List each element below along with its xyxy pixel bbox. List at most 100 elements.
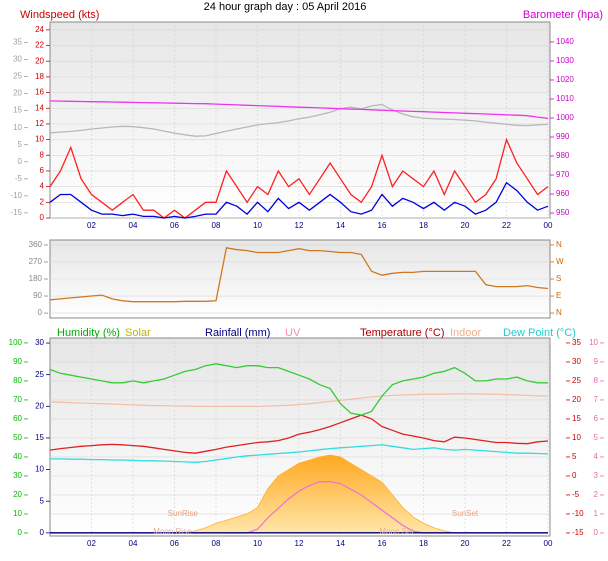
y2-tick-label: 1000 <box>556 113 574 122</box>
legend-entry: Temperature (°C) <box>360 327 444 339</box>
y2-tick-label: E <box>556 291 561 300</box>
y3-tick-label: -15 <box>10 208 22 217</box>
line <box>49 103 549 137</box>
y2-tick-label: 1030 <box>556 56 574 65</box>
y4-tick-label: 7 <box>594 395 599 404</box>
y3-tick-label: 25 <box>13 72 22 81</box>
x-tick-label: 08 <box>212 539 221 548</box>
y4-tick-label: 9 <box>594 357 599 366</box>
y3-tick-label: 30 <box>13 55 22 64</box>
y3-tick-label: 20 <box>35 401 44 410</box>
y3-tick-label: -5 <box>15 174 23 183</box>
y-tick-label: 180 <box>29 274 43 283</box>
y-tick-label: 6 <box>40 166 45 175</box>
y-tick-label: 270 <box>29 257 43 266</box>
y2-tick-label: 990 <box>556 132 570 141</box>
y2-tick-label: N <box>556 308 562 317</box>
y4-tick-label: 3 <box>594 471 599 480</box>
x-tick-label: 20 <box>461 539 470 548</box>
x-tick-label: 02 <box>87 539 96 548</box>
annotation: Moon Set <box>379 527 414 536</box>
panel-wind <box>49 21 551 219</box>
x-tick-label: 20 <box>461 221 470 230</box>
y4-tick-label: 10 <box>589 338 598 347</box>
y-tick-label: 20 <box>35 56 44 65</box>
y-tick-label: 0 <box>38 308 43 317</box>
annotation: SunRise <box>168 509 199 518</box>
legend-entry: Solar <box>125 327 151 339</box>
y3-tick-label: 30 <box>35 338 44 347</box>
y3-tick-label: 35 <box>13 38 22 47</box>
chart-title: 24 hour graph day : 05 April 2016 <box>204 1 367 13</box>
legend-entry: Dew Point (°C) <box>503 327 576 339</box>
y-tick-label: 10 <box>13 509 22 518</box>
line <box>49 393 549 408</box>
x-tick-label: 18 <box>419 539 428 548</box>
annotation: SunSet <box>452 509 479 518</box>
y4-tick-label: 6 <box>594 414 599 423</box>
y2-tick-label: 5 <box>572 452 577 461</box>
y-tick-label: 0 <box>18 528 23 537</box>
y2-tick-label: N <box>556 240 562 249</box>
y-tick-label: 24 <box>35 25 44 34</box>
y2-tick-label: 15 <box>572 414 581 423</box>
y2-tick-label: 1010 <box>556 94 574 103</box>
y-tick-label: 20 <box>13 490 22 499</box>
y3-tick-label: 0 <box>18 157 23 166</box>
y-tick-label: 100 <box>9 338 23 347</box>
y2-tick-label: 20 <box>572 395 581 404</box>
x-tick-label: 14 <box>336 539 345 548</box>
y2-tick-label: -10 <box>572 509 584 518</box>
y2-tick-label: -5 <box>572 490 580 499</box>
y4-tick-label: 5 <box>594 433 599 442</box>
y-tick-label: 4 <box>40 182 45 191</box>
y-tick-label: 16 <box>35 88 44 97</box>
y3-tick-label: 10 <box>13 123 22 132</box>
x-tick-label: 06 <box>170 221 179 230</box>
y-tick-label: 0 <box>40 213 45 222</box>
y2-tick-label: 35 <box>572 338 581 347</box>
y2-tick-label: 25 <box>572 376 581 385</box>
y-tick-label: 90 <box>33 291 42 300</box>
line <box>49 137 549 219</box>
y-tick-label: 22 <box>35 41 44 50</box>
x-tick-label: 02 <box>87 221 96 230</box>
x-tick-label: 10 <box>253 221 262 230</box>
x-tick-label: 12 <box>295 221 304 230</box>
line <box>49 100 549 120</box>
y2-tick-label: -15 <box>572 528 584 537</box>
y2-axis-label: Barometer (hpa) <box>523 9 603 21</box>
y2-tick-label: W <box>556 257 564 266</box>
x-tick-label: 22 <box>502 539 511 548</box>
y-tick-label: 40 <box>13 452 22 461</box>
line <box>49 363 548 416</box>
y2-tick-label: 1040 <box>556 37 574 46</box>
x-tick-label: 00 <box>544 221 553 230</box>
legend-entry: Rainfall (mm) <box>205 327 270 339</box>
y3-tick-label: 10 <box>35 465 44 474</box>
legend-entry: Humidity (%) <box>57 327 120 339</box>
line <box>50 444 549 463</box>
legend-entry: Indoor <box>450 327 482 339</box>
y3-tick-label: -10 <box>10 191 22 200</box>
y2-tick-label: 1020 <box>556 75 574 84</box>
y-tick-label: 18 <box>35 72 44 81</box>
y3-tick-label: 20 <box>13 89 22 98</box>
y4-tick-label: 8 <box>594 376 599 385</box>
y3-tick-label: 0 <box>40 528 45 537</box>
y2-tick-label: 950 <box>556 208 570 217</box>
y-tick-label: 8 <box>40 150 45 159</box>
x-tick-label: 04 <box>129 221 138 230</box>
y2-tick-label: S <box>556 274 561 283</box>
x-tick-label: 12 <box>295 539 304 548</box>
x-tick-label: 04 <box>129 539 138 548</box>
y2-tick-label: 980 <box>556 151 570 160</box>
y-tick-label: 80 <box>13 376 22 385</box>
y-tick-label: 12 <box>35 119 44 128</box>
y3-tick-label: 5 <box>40 496 45 505</box>
x-tick-label: 16 <box>378 221 387 230</box>
y-tick-label: 70 <box>13 395 22 404</box>
y4-tick-label: 1 <box>594 509 599 518</box>
y-tick-label: 30 <box>13 471 22 480</box>
